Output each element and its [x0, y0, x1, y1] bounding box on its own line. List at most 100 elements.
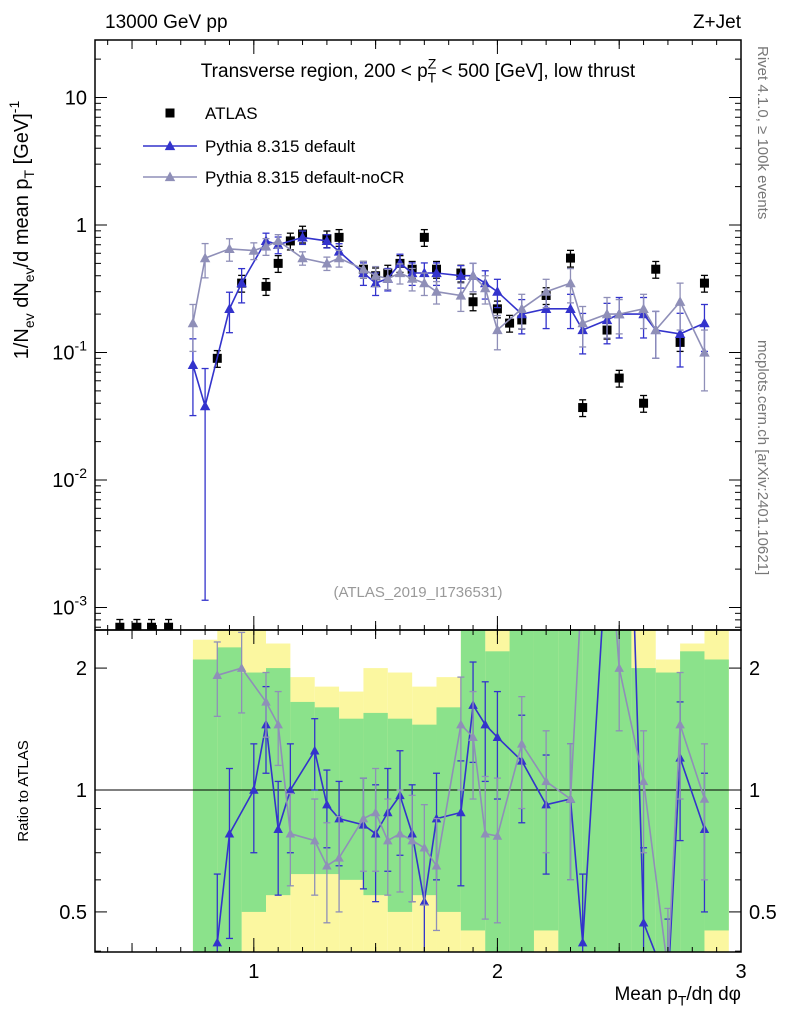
- ratio-point-marker: [370, 807, 381, 817]
- legend-label: Pythia 8.315 default: [205, 137, 356, 156]
- ratio-point-marker: [541, 776, 551, 786]
- band-green: [339, 718, 364, 880]
- data-point-marker: [333, 252, 345, 263]
- data-point-marker: [505, 318, 515, 328]
- band-green: [290, 701, 315, 875]
- legend-label: Pythia 8.315 default-noCR: [205, 168, 404, 187]
- ratio-point-marker: [638, 917, 649, 927]
- ratio-point-marker: [517, 738, 527, 748]
- process-label: Z+Jet: [693, 12, 742, 33]
- band-green: [704, 659, 729, 931]
- data-point-marker: [419, 232, 429, 242]
- data-point-marker: [199, 252, 211, 263]
- data-point-marker: [492, 304, 502, 314]
- data-point-marker: [639, 398, 649, 408]
- data-point-marker: [321, 257, 333, 268]
- data-point-marker: [699, 278, 709, 288]
- ratio-tick-label-right: 1: [749, 780, 760, 802]
- y-axis-tick-label: 10: [65, 88, 87, 110]
- ratio-point-marker: [236, 663, 247, 672]
- legend-marker: [165, 108, 175, 118]
- data-point-marker: [147, 622, 157, 630]
- data-point-marker: [224, 303, 235, 313]
- legend-entry-pythia-default: Pythia 8.315 default: [143, 137, 356, 156]
- data-point-marker: [394, 257, 406, 268]
- data-point-marker: [272, 235, 284, 246]
- ratio-point-marker: [212, 937, 223, 947]
- ratio-point-marker: [285, 828, 296, 838]
- data-point-marker: [334, 232, 344, 242]
- ratio-series-pythia-default-nocr: [212, 630, 710, 952]
- ratio-point-marker: [492, 732, 503, 741]
- ratio-point-marker: [456, 807, 466, 817]
- data-point-marker: [260, 240, 272, 251]
- ratio-point-marker: [577, 937, 588, 947]
- data-point-marker: [468, 297, 478, 307]
- x-axis-tick-label: 2: [492, 961, 503, 983]
- data-point-marker: [651, 264, 661, 274]
- series-pythia-default-nocr: [187, 234, 710, 392]
- data-point-marker: [699, 317, 710, 328]
- ratio-point-marker: [285, 785, 296, 794]
- data-point-marker: [674, 296, 686, 306]
- y-axis-title: 1/Nev dNev/d mean pT [GeV]-1: [6, 101, 37, 360]
- data-point-marker: [261, 281, 271, 291]
- data-point-marker: [419, 277, 430, 288]
- data-point-marker: [431, 286, 442, 296]
- rivet-version-label: Rivet 4.1.0, ≥ 100k events: [754, 46, 771, 219]
- ratio-point-marker: [224, 828, 235, 838]
- data-point-marker: [565, 303, 576, 313]
- data-point-marker: [187, 359, 199, 369]
- ratio-point-marker: [675, 719, 685, 729]
- ratio-point-marker: [456, 719, 466, 729]
- legend-entry-atlas: ATLAS: [165, 104, 258, 123]
- data-point-marker: [540, 286, 552, 296]
- ratio-point-marker: [322, 860, 332, 870]
- data-point-marker: [419, 267, 430, 278]
- ratio-point-marker: [334, 852, 344, 862]
- ratio-axis-title: Ratio to ATLAS: [15, 740, 32, 841]
- ratio-point-marker: [309, 745, 320, 755]
- data-point-marker: [382, 273, 394, 283]
- data-point-marker: [650, 324, 661, 335]
- data-point-marker: [613, 308, 625, 319]
- data-point-marker: [601, 308, 613, 319]
- ratio-point-marker: [322, 799, 332, 809]
- ratio-point-marker: [407, 835, 417, 845]
- data-point-marker: [406, 273, 418, 283]
- ratio-point-marker: [419, 842, 430, 852]
- y-axis-tick-label: 10-3: [52, 593, 87, 620]
- data-point-marker: [224, 243, 235, 253]
- data-point-marker: [187, 317, 199, 328]
- x-axis-tick-label: 3: [735, 961, 746, 983]
- legend-marker: [164, 171, 176, 182]
- data-point-marker: [236, 277, 247, 288]
- data-point-marker: [394, 267, 406, 278]
- ratio-tick-label-left: 2: [76, 658, 87, 680]
- data-point-marker: [321, 235, 333, 246]
- data-point-marker: [577, 317, 588, 328]
- band-green: [436, 707, 461, 912]
- ratio-tick-label-left: 1: [76, 780, 87, 802]
- ratio-panel-frame: [94, 629, 742, 953]
- ratio-point-marker: [309, 835, 320, 845]
- axis-ticks: [95, 40, 741, 952]
- main-series: [115, 225, 710, 630]
- x-axis-title: Mean pT/dη dφ: [614, 984, 741, 1009]
- data-point-marker: [297, 231, 308, 242]
- data-point-marker: [132, 622, 142, 630]
- ratio-point-marker: [273, 824, 283, 833]
- data-point-marker: [248, 245, 260, 255]
- ratio-tick-label-right: 0.5: [749, 902, 777, 924]
- data-point-marker: [674, 328, 686, 338]
- panel-frames: [94, 39, 742, 953]
- ratio-point-marker: [273, 719, 283, 729]
- y-axis-tick-label: 1: [76, 215, 87, 237]
- data-point-marker: [358, 263, 369, 274]
- ratio-tick-label-right: 2: [749, 658, 760, 680]
- ratio-point-marker: [395, 828, 405, 838]
- analysis-watermark: (ATLAS_2019_I1736531): [333, 584, 502, 601]
- legend-entry-pythia-default-nocr: Pythia 8.315 default-noCR: [143, 168, 404, 187]
- data-point-marker: [455, 270, 467, 280]
